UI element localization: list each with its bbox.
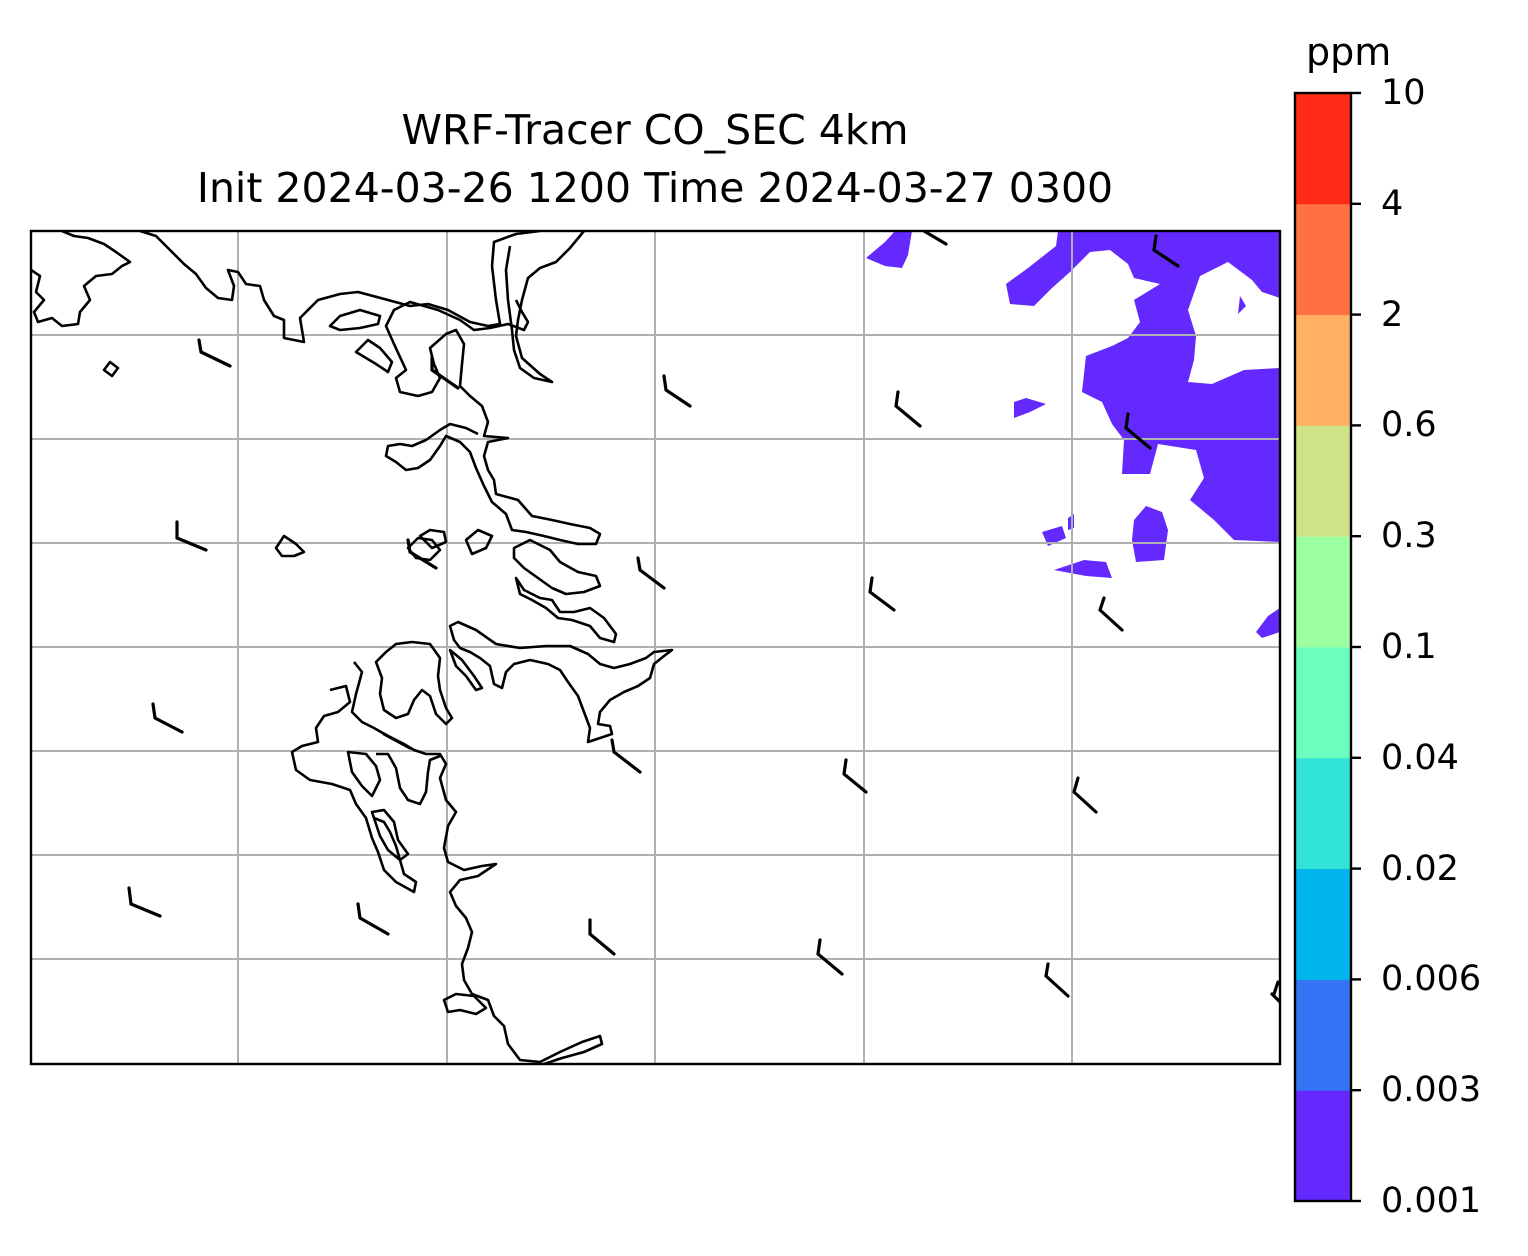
wind-barb xyxy=(868,576,896,612)
wind-barb xyxy=(127,886,162,918)
wind-barb xyxy=(588,918,616,956)
colorbar-tick-label: 0.006 xyxy=(1381,959,1482,1000)
wind-barb xyxy=(816,938,844,976)
coastline xyxy=(514,576,618,644)
wind-barb xyxy=(175,520,208,552)
tracer-fill-patch xyxy=(1238,296,1246,314)
wind-barb xyxy=(842,758,868,794)
coastline xyxy=(31,231,132,328)
tracer-fill-patch xyxy=(1256,608,1280,638)
tracer-fill-patch xyxy=(1042,526,1066,546)
colorbar-band xyxy=(1295,314,1351,426)
wind-barb xyxy=(610,738,642,774)
colorbar-band xyxy=(1295,757,1351,870)
wind-barb xyxy=(197,338,232,368)
tracer-fill-patch xyxy=(1014,398,1046,418)
colorbar-tick-label: 0.1 xyxy=(1381,627,1437,667)
coastline xyxy=(376,752,441,806)
coastline xyxy=(384,299,602,546)
colorbar-tick-label: 4 xyxy=(1381,183,1404,224)
wind-barb xyxy=(356,902,390,936)
chart-title-line-1: WRF-Tracer CO_SEC 4km xyxy=(401,106,909,154)
coastline xyxy=(442,992,488,1016)
coastline xyxy=(139,231,541,344)
coastline xyxy=(328,308,382,332)
colorbar-tick-label: 0.003 xyxy=(1381,1070,1482,1111)
coastline xyxy=(448,620,674,744)
colorbar-tick-label: 0.02 xyxy=(1381,848,1459,889)
coastline xyxy=(512,538,602,596)
wind-barb xyxy=(382,732,412,750)
map-gridlines xyxy=(31,231,1280,1064)
colorbar-tick-label: 0.6 xyxy=(1381,405,1437,446)
wind-barb xyxy=(151,702,184,734)
coastline xyxy=(448,648,484,692)
wind-barb xyxy=(1270,980,1280,1004)
colorbar-tick-label: 0.001 xyxy=(1381,1181,1482,1221)
wind-barb xyxy=(1098,596,1124,632)
colorbar-band xyxy=(1295,979,1351,1091)
coastline xyxy=(290,684,418,894)
coastlines xyxy=(31,231,674,1064)
colorbar-tick-label: 10 xyxy=(1381,73,1426,113)
coastline xyxy=(370,808,410,862)
tracer-fill-patch xyxy=(866,231,912,268)
coastline xyxy=(346,750,382,798)
wind-barb xyxy=(894,390,922,428)
wind-barb xyxy=(1072,776,1098,814)
coastline xyxy=(374,640,454,726)
wind-barb xyxy=(662,374,692,408)
colorbar-tick-label: 2 xyxy=(1381,294,1404,335)
colorbar-units: ppm xyxy=(1306,30,1392,74)
tracer-fill-patch xyxy=(1006,231,1280,542)
coastline xyxy=(274,534,306,558)
tracer-fill-patch xyxy=(1132,506,1168,562)
wind-barb xyxy=(922,231,948,246)
colorbar-band xyxy=(1295,536,1351,648)
colorbar-band xyxy=(1295,868,1351,980)
colorbar-tick-label: 0.04 xyxy=(1381,737,1459,778)
wind-barb xyxy=(1124,412,1152,450)
map-frame xyxy=(29,229,1282,1066)
coastline xyxy=(464,528,494,556)
wind-barb xyxy=(1152,234,1180,268)
chart-title-line-2: Init 2024-03-26 1200 Time 2024-03-27 030… xyxy=(196,164,1114,212)
tracer-fill-patch xyxy=(1054,560,1112,578)
wind-barb xyxy=(1044,962,1070,998)
colorbar-band xyxy=(1295,647,1351,759)
colorbar-frame xyxy=(1293,91,1353,1203)
wind-barbs xyxy=(127,231,1280,1004)
colorbar-tick-label: 0.3 xyxy=(1381,516,1437,557)
coastline xyxy=(102,360,120,378)
colorbar-band xyxy=(1295,93,1351,205)
wind-barb xyxy=(430,356,460,390)
colorbar-band xyxy=(1295,425,1351,537)
coastline xyxy=(418,528,448,550)
wind-barb xyxy=(406,538,438,570)
colorbar-band xyxy=(1295,203,1351,316)
wind-barb xyxy=(636,556,666,590)
coastline xyxy=(354,338,394,374)
colorbar-band xyxy=(1295,1090,1351,1202)
coastline xyxy=(406,536,442,562)
